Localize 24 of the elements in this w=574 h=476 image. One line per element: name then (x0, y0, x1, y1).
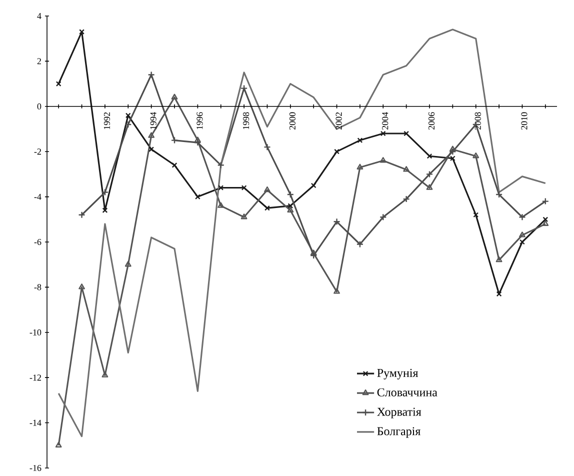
y-tick-label: -8 (34, 284, 42, 290)
x-tick-label: 2010 (521, 112, 528, 130)
x-tick-label: 1996 (196, 112, 203, 130)
legend-label: Хорватія (377, 408, 422, 418)
legend-label: Болгарія (377, 427, 420, 438)
y-tick-label: -6 (34, 238, 42, 246)
x-tick-label: 1998 (243, 112, 250, 130)
y-tick-label: -14 (30, 420, 42, 426)
x-tick-label: 1992 (104, 112, 110, 130)
y-tick-label: 0 (37, 103, 42, 110)
x-tick-label: 2002 (336, 112, 342, 130)
x-tick-label: 2006 (428, 112, 435, 130)
y-tick-label: -16 (30, 464, 42, 472)
x-tick-label: 2000 (289, 112, 296, 130)
y-tick-label: -10 (30, 329, 42, 336)
y-tick-label: -12 (30, 374, 41, 381)
legend-label: Румунія (377, 368, 418, 380)
y-tick-label: 4 (37, 13, 42, 19)
x-tick-label: 1994 (150, 112, 156, 130)
legend-label: Словаччина (377, 388, 438, 396)
y-tick-label: -4 (34, 194, 42, 200)
y-tick-label: 2 (37, 58, 41, 64)
y-tick-label: -2 (34, 148, 41, 155)
x-tick-label: 2004 (382, 112, 388, 130)
